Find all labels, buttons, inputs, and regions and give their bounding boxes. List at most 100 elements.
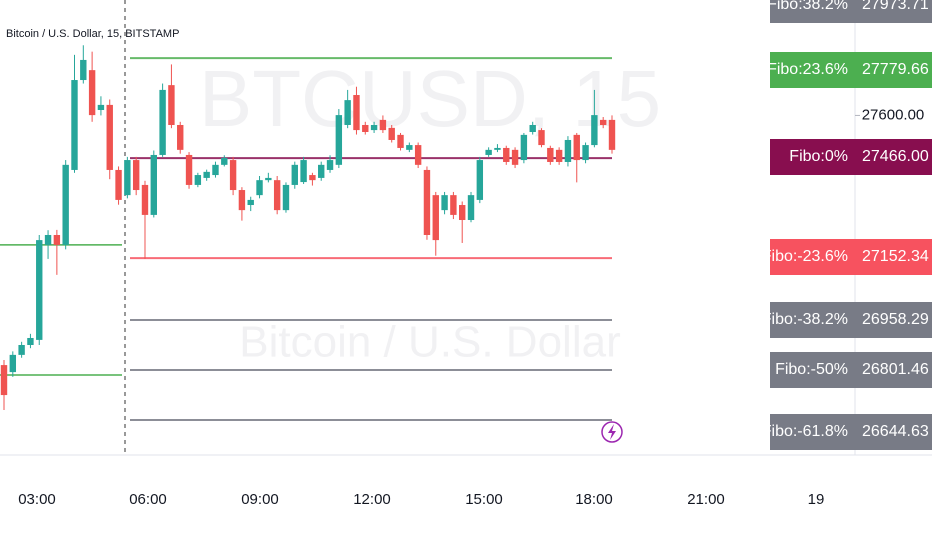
fibo-label: Fibo:-50% (775, 361, 848, 378)
candle-body (326, 160, 334, 170)
candle-body (370, 124, 378, 131)
x-tick-label: 21:00 (687, 491, 725, 508)
candle-body (124, 160, 131, 196)
candle-body (582, 145, 589, 161)
candle-body (212, 164, 219, 176)
fibo-value: 27152.34 (862, 248, 929, 265)
fibo-value: 26801.46 (862, 361, 929, 378)
candle-body (388, 127, 395, 140)
candle-body (221, 157, 228, 165)
candle-body (291, 164, 298, 185)
candle-body (494, 147, 501, 150)
fibo-label: Fibo:0% (789, 148, 848, 165)
candle-body (362, 124, 369, 133)
x-tick-label: 18:00 (575, 491, 613, 508)
candle-body (573, 134, 580, 161)
candle-body (203, 171, 210, 178)
candle-body (397, 134, 404, 148)
candle-body (247, 199, 254, 206)
candle-body (194, 175, 202, 185)
fibo-label: Fibo:23.6% (767, 61, 848, 78)
candle-body (309, 175, 316, 181)
candle-body (62, 164, 69, 245)
fibo-box (770, 52, 932, 88)
candle-body (476, 160, 484, 200)
candle-body (353, 95, 360, 131)
candle-body (520, 134, 528, 161)
candle-body (36, 240, 43, 340)
x-tick-label: 09:00 (241, 491, 279, 508)
candle-body (591, 115, 598, 146)
candle-body (344, 100, 351, 125)
candle-body (538, 130, 545, 146)
candle-body (159, 89, 166, 155)
fibo-box (770, 302, 932, 338)
fibo-value: 26644.63 (862, 423, 929, 440)
candle-body (273, 180, 281, 211)
x-tick-label: 12:00 (353, 491, 391, 508)
fibo-label: Fibo:-61.8% (762, 423, 848, 440)
y-tick-label: 27600.00 (862, 106, 925, 123)
candle-body (503, 147, 510, 162)
candle-body (529, 124, 536, 133)
fibo-box (770, 139, 932, 175)
candle-body (511, 149, 519, 165)
candle-body (18, 344, 25, 355)
candle-body (432, 195, 439, 241)
fibo-label: Fibo:38.2% (767, 0, 848, 13)
candle-body (485, 149, 492, 155)
candle-body (53, 234, 61, 245)
lightning-icon (601, 421, 623, 443)
candle-body (406, 145, 413, 150)
candle-body (450, 195, 457, 215)
candle-body (185, 154, 193, 185)
candle-body (335, 115, 343, 165)
candle-body (80, 59, 87, 81)
candle-body (318, 164, 325, 178)
candle-body (88, 70, 96, 116)
candle-body (0, 365, 8, 396)
candle-body (132, 160, 140, 191)
candle-body (459, 205, 466, 221)
candle-body (115, 169, 122, 200)
candle-body (9, 354, 17, 373)
candle-body (599, 119, 607, 125)
fibo-box (770, 352, 932, 388)
fibo-value: 27466.00 (862, 148, 929, 165)
candle-body (564, 139, 572, 162)
candle-body (27, 337, 34, 345)
candle-body (441, 195, 448, 211)
fibo-value: 27779.66 (862, 61, 929, 78)
candle-body (300, 160, 307, 183)
chart-title: Bitcoin / U.S. Dollar, 15, BITSTAMP (6, 28, 179, 40)
candle-body (379, 119, 387, 131)
x-tick-label: 03:00 (18, 491, 56, 508)
candle-body (141, 184, 149, 215)
fibo-label: Fibo:-23.6% (762, 248, 848, 265)
candle-body (150, 154, 157, 215)
x-tick-label: 15:00 (465, 491, 503, 508)
fibo-value: 26958.29 (862, 311, 929, 328)
candle-body (467, 195, 475, 221)
candle-body (97, 104, 105, 111)
candle-body (238, 190, 246, 211)
fibo-box (770, 239, 932, 275)
candle-body (168, 85, 175, 125)
candle-body (547, 147, 554, 162)
fibo-value: 27973.71 (862, 0, 929, 13)
candle-body (256, 180, 263, 196)
fibo-box (770, 414, 932, 450)
candle-body (44, 234, 52, 245)
fibo-box (770, 0, 932, 23)
candle-body (229, 160, 237, 191)
candle-body (555, 149, 563, 162)
candle-body (265, 177, 272, 181)
x-tick-label: 06:00 (129, 491, 167, 508)
watermark-name: Bitcoin / U.S. Dollar (239, 318, 620, 367)
watermark-symbol: BTCUSD, 15 (199, 54, 661, 143)
candle-body (71, 80, 78, 170)
x-tick-label: 19 (808, 491, 825, 508)
candle-body (414, 145, 422, 165)
